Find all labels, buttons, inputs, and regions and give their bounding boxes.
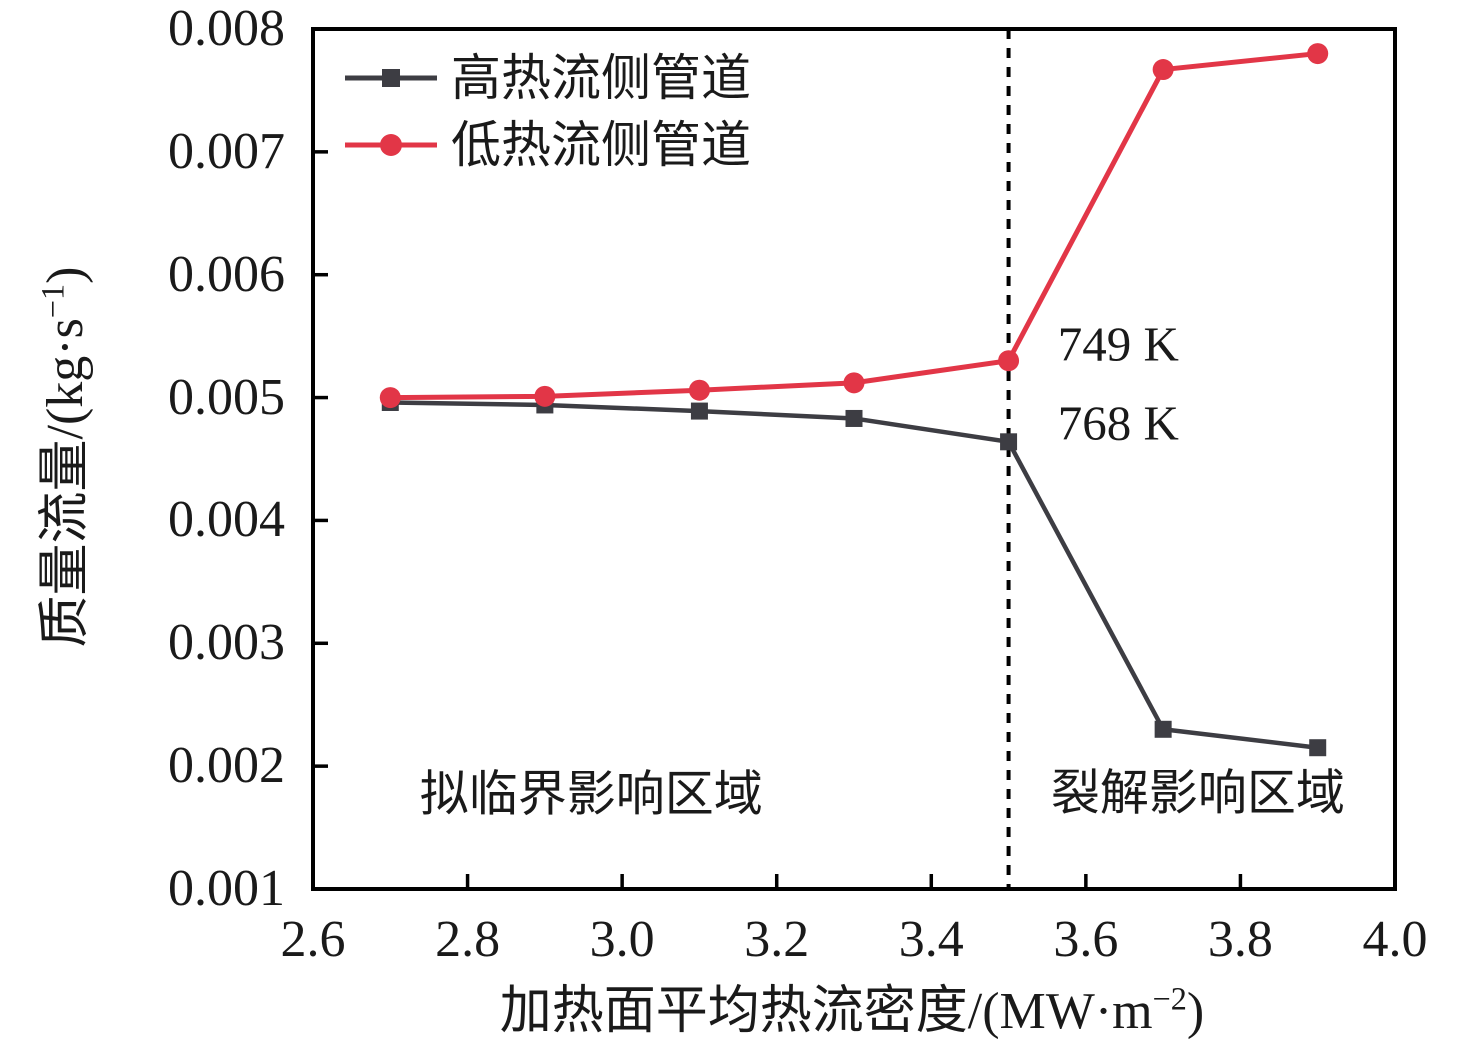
data-point-circle — [843, 372, 865, 394]
legend-label: 低热流侧管道 — [451, 116, 751, 173]
data-point-square — [1309, 739, 1327, 757]
legend-square-marker-icon — [345, 65, 437, 91]
y-axis-title-sup: −1 — [34, 283, 71, 319]
legend-marker-sample — [380, 133, 402, 156]
legend-circle-marker-icon — [345, 132, 437, 158]
data-point-square — [690, 402, 708, 420]
x-tick-label: 3.4 — [898, 911, 964, 968]
y-axis-title-close: ) — [37, 266, 94, 284]
x-tick-label: 3.0 — [589, 911, 655, 968]
data-point-circle — [998, 350, 1020, 372]
annotation-label: 768 K — [1057, 395, 1179, 451]
legend-item-1: 低热流侧管道 — [345, 111, 751, 178]
series-line-0 — [390, 400, 1318, 750]
x-axis-title-text: 加热面平均热流密度/(MW·m — [499, 983, 1153, 1040]
data-point-circle — [1307, 43, 1329, 65]
annotation-label: 749 K — [1057, 316, 1179, 371]
y-tick-label: 0.006 — [168, 245, 285, 303]
legend-item-0: 高热流侧管道 — [345, 44, 751, 111]
y-tick-label: 0.007 — [168, 122, 285, 180]
plot-frame — [311, 27, 1397, 891]
legend-label: 高热流侧管道 — [451, 49, 751, 106]
legend-marker-sample — [382, 68, 400, 87]
data-point-square — [1154, 720, 1172, 738]
x-axis-title-close: ) — [1186, 983, 1205, 1040]
data-point-square — [845, 409, 863, 427]
data-point-square — [1000, 433, 1018, 451]
x-tick-label: 4.0 — [1362, 911, 1428, 968]
annotation-label: 拟临界影响区域 — [419, 766, 763, 822]
x-tick-label: 2.8 — [435, 911, 501, 968]
legend: 高热流侧管道 低热流侧管道 — [345, 44, 751, 178]
data-point-circle — [379, 387, 401, 409]
x-tick-label: 3.2 — [744, 911, 810, 968]
y-tick-label: 0.004 — [168, 491, 285, 549]
x-axis-title-sup: −2 — [1152, 980, 1187, 1017]
y-tick-label: 0.003 — [168, 614, 285, 672]
x-axis-title: 加热面平均热流密度/(MW·m−2) — [499, 983, 1205, 1040]
data-point-circle — [1152, 59, 1174, 81]
y-tick-label: 0.002 — [168, 737, 285, 795]
data-point-circle — [688, 379, 710, 401]
y-tick-label: 0.008 — [168, 0, 285, 57]
y-tick-label: 0.001 — [168, 860, 285, 917]
y-tick-label: 0.005 — [168, 368, 285, 426]
data-point-circle — [534, 385, 556, 407]
x-tick-label: 2.6 — [280, 911, 346, 968]
x-tick-label: 3.8 — [1207, 911, 1273, 968]
y-axis-title: 质量流量/(kg·s−1) — [35, 266, 94, 648]
x-tick-label: 3.6 — [1053, 911, 1119, 968]
y-axis-title-text: 质量流量/(kg·s — [37, 318, 94, 648]
annotation-label: 裂解影响区域 — [1050, 765, 1345, 821]
